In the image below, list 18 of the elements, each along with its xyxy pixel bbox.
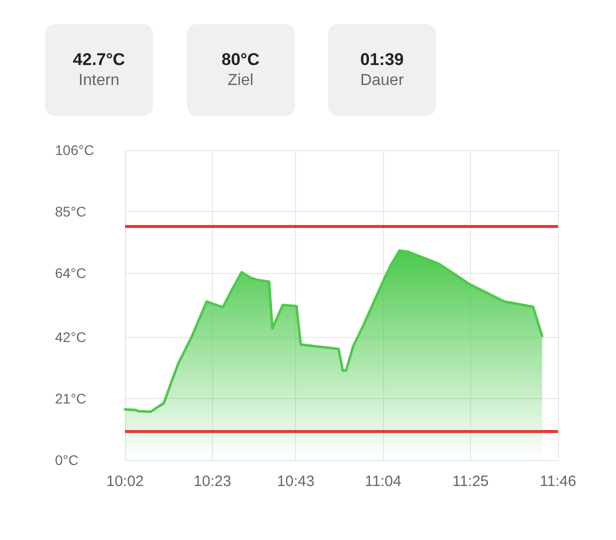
y-tick-label: 42°C — [55, 329, 86, 346]
text: 80°C — [222, 50, 260, 70]
y-tick-label: 64°C — [55, 264, 86, 281]
x-tick-label: 11:46 — [540, 473, 576, 490]
y-tick-label: 21°C — [55, 390, 86, 407]
y-tick-label: 0°C — [55, 452, 78, 468]
x-tick-label: 10:02 — [106, 473, 144, 490]
text: Ziel — [228, 72, 254, 90]
text: 01:39 — [360, 50, 404, 70]
y-tick-label: 106°C — [55, 142, 94, 158]
y-tick-label: 85°C — [55, 203, 86, 220]
x-tick-label: 10:23 — [194, 473, 232, 490]
text: Intern — [78, 72, 120, 90]
x-tick-label: 11:04 — [364, 473, 402, 490]
x-tick-label: 10:43 — [276, 473, 314, 490]
text: Dauer — [360, 72, 404, 90]
text: 42.7°C — [72, 50, 126, 70]
x-tick-label: 11:25 — [452, 473, 489, 490]
